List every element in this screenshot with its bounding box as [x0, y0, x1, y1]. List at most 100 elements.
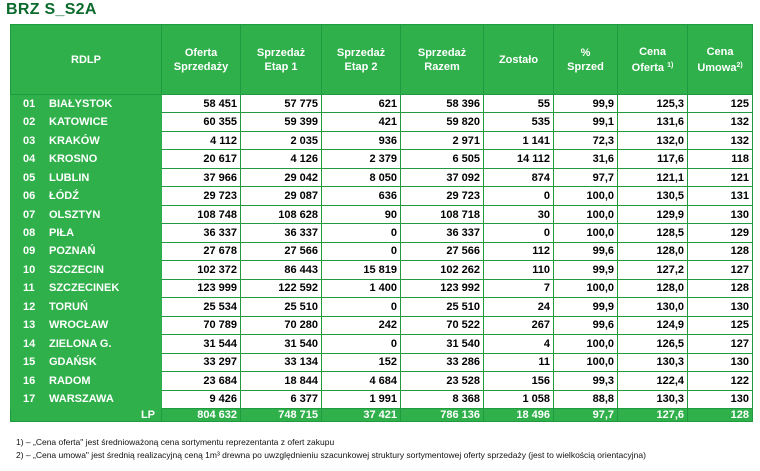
cell-oferta: 20 617: [161, 149, 242, 169]
header-etap1-line2: Etap 1: [264, 60, 298, 73]
cell-razem: 36 337: [400, 223, 485, 243]
cell-oferta: 23 684: [161, 371, 242, 391]
cell-razem: 31 540: [400, 334, 485, 354]
cell-cena-oferta: 130,0: [617, 297, 689, 317]
cell-cena-umowa: 118: [687, 149, 754, 169]
cell-name: PIŁA: [45, 223, 163, 243]
cell-proc: 100,0: [553, 352, 619, 373]
cell-etap2: 4 684: [321, 371, 402, 391]
cell-razem: 25 510: [400, 297, 485, 317]
cell-cena-oferta: 121,1: [617, 167, 689, 188]
cell-etap1: 57 775: [240, 93, 323, 114]
table-row: 05 LUBLIN 37 966 29 042 8 050 37 092 874 97,7 12…: [10, 167, 754, 188]
header-zostalo: Zostało: [483, 24, 555, 95]
cell-etap1: 25 510: [240, 297, 323, 317]
cell-etap2: 0: [321, 223, 402, 243]
cell-no: 06: [10, 186, 47, 206]
header-cena-oferta: Cena Oferta 1): [617, 24, 689, 95]
cell-no: 05: [10, 167, 47, 188]
cell-proc: 99,3: [553, 371, 619, 391]
sales-table: RDLP Oferta Sprzedaży Sprzedaż Etap 1 Sp…: [9, 24, 754, 422]
header-cena-oferta-line2: Oferta 1): [621, 59, 684, 75]
cell-etap2: 0: [321, 297, 402, 317]
cell-cena-oferta: 130,3: [617, 389, 689, 409]
cell-proc: 99,6: [553, 315, 619, 336]
cell-proc: 100,0: [553, 278, 619, 299]
cell-no: 14: [10, 334, 47, 354]
cell-etap1: 27 566: [240, 241, 323, 262]
cell-zostalo: 156: [483, 371, 555, 391]
table-row: 10 SZCZECIN 102 372 86 443 15 819 102 262 110 9…: [10, 260, 754, 280]
header-cena-umowa-word: Umowa: [697, 61, 737, 74]
cell-oferta: 70 789: [161, 315, 242, 336]
header-etap2-line1: Sprzedaż: [336, 46, 386, 59]
cell-razem: 33 286: [400, 352, 485, 373]
cell-oferta: 36 337: [161, 223, 242, 243]
total-proc: 97,7: [553, 408, 619, 422]
table-row: 14 ZIELONA G. 31 544 31 540 0 31 540 4 100,0 126…: [10, 334, 754, 354]
cell-oferta: 31 544: [161, 334, 242, 354]
total-cena-oferta: 127,6: [617, 408, 689, 422]
cell-cena-oferta: 129,9: [617, 204, 689, 225]
cell-etap2: 936: [321, 130, 402, 151]
cell-proc: 100,0: [553, 204, 619, 225]
cell-proc: 99,9: [553, 93, 619, 114]
cell-proc: 99,1: [553, 112, 619, 132]
cell-etap2: 1 400: [321, 278, 402, 299]
cell-razem: 6 505: [400, 149, 485, 169]
header-etap2-line2: Etap 2: [344, 60, 378, 73]
cell-no: 16: [10, 371, 47, 391]
cell-etap2: 621: [321, 93, 402, 114]
header-oferta-line1: Oferta: [184, 46, 218, 59]
cell-no: 03: [10, 130, 47, 151]
cell-zostalo: 535: [483, 112, 555, 132]
header-cena-oferta-word: Oferta: [631, 61, 665, 74]
cell-cena-oferta: 128,5: [617, 223, 689, 243]
cell-cena-umowa: 122: [687, 371, 754, 391]
cell-name: OLSZTYN: [45, 204, 163, 225]
cell-name: ZIELONA G.: [45, 334, 163, 354]
cell-cena-oferta: 128,0: [617, 278, 689, 299]
cell-no: 15: [10, 352, 47, 373]
table-row: 01 BIAŁYSTOK 58 451 57 775 621 58 396 55 99,9 12…: [10, 93, 754, 114]
cell-no: 10: [10, 260, 47, 280]
cell-razem: 23 528: [400, 371, 485, 391]
cell-oferta: 108 748: [161, 204, 242, 225]
cell-cena-oferta: 130,3: [617, 352, 689, 373]
cell-zostalo: 4: [483, 334, 555, 354]
cell-oferta: 33 297: [161, 352, 242, 373]
cell-etap2: 2 379: [321, 149, 402, 169]
header-cena-oferta-line1: Cena: [639, 45, 666, 58]
cell-razem: 123 992: [400, 278, 485, 299]
header-proc-line2: Sprzed: [567, 60, 604, 73]
cell-zostalo: 7: [483, 278, 555, 299]
cell-etap1: 122 592: [240, 278, 323, 299]
header-etap1-line1: Sprzedaż: [256, 46, 306, 59]
cell-cena-oferta: 127,2: [617, 260, 689, 280]
cell-etap2: 1 991: [321, 389, 402, 409]
cell-etap1: 86 443: [240, 260, 323, 280]
cell-etap2: 0: [321, 241, 402, 262]
cell-cena-umowa: 132: [687, 130, 754, 151]
cell-cena-oferta: 132,0: [617, 130, 689, 151]
header-cena-umowa-line1: Cena: [706, 45, 734, 58]
cell-cena-umowa: 127: [687, 260, 754, 280]
cell-no: 07: [10, 204, 47, 225]
total-row: LP 804 632 748 715 37 421 786 136 18 496…: [9, 408, 754, 422]
cell-zostalo: 24: [483, 297, 555, 317]
cell-oferta: 37 966: [161, 167, 242, 188]
cell-cena-umowa: 125: [687, 93, 754, 114]
cell-oferta: 58 451: [161, 93, 242, 114]
cell-etap1: 33 134: [240, 352, 323, 373]
cell-zostalo: 14 112: [483, 149, 555, 169]
header-cena-umowa: Cena Umowa2): [687, 24, 754, 95]
cell-name: BIAŁYSTOK: [45, 93, 163, 114]
cell-proc: 100,0: [553, 334, 619, 354]
cell-razem: 108 718: [400, 204, 485, 225]
cell-name: SZCZECINEK: [45, 278, 163, 299]
cell-etap1: 108 628: [240, 204, 323, 225]
table-row: 08 PIŁA 36 337 36 337 0 36 337 0 100,0 128,5 129: [10, 223, 754, 243]
header-etap2: Sprzedaż Etap 2: [321, 24, 402, 95]
cell-proc: 97,7: [553, 167, 619, 188]
table-row: 12 TORUŃ 25 534 25 510 0 25 510 24 99,9 130,0 130: [10, 297, 754, 317]
